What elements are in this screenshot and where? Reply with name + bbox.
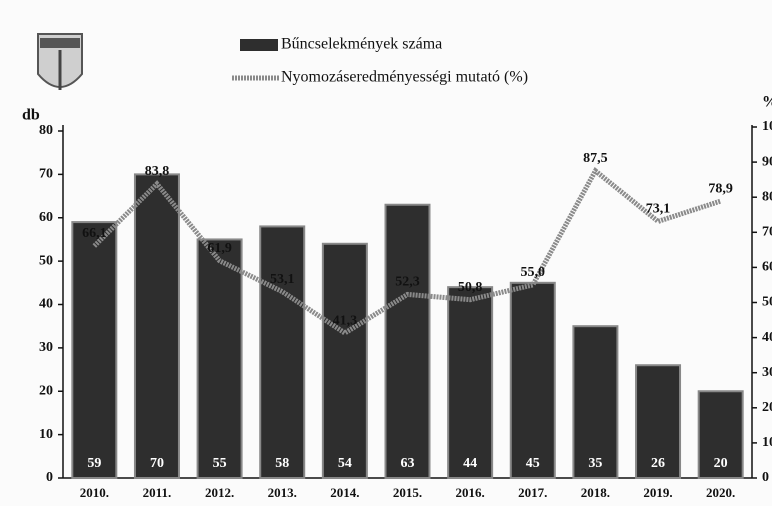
y2-tick-label: 60 (762, 260, 772, 275)
bar-value-label: 35 (588, 456, 602, 471)
line-value-label: 53,1 (270, 272, 295, 287)
y-tick-label: 60 (39, 210, 53, 225)
line-value-label: 73,1 (646, 202, 671, 217)
y2-tick-label: 40 (762, 330, 772, 345)
bar (71, 221, 118, 479)
legend-swatch (240, 39, 278, 51)
y2-tick-label: 0 (762, 470, 769, 485)
bar (697, 390, 744, 479)
bar (133, 173, 180, 479)
bar (509, 281, 556, 479)
bar-value-label: 58 (275, 456, 289, 471)
y-tick-label: 70 (39, 167, 53, 182)
bar-value-label: 55 (213, 456, 227, 471)
line (92, 167, 722, 337)
bar-value-label: 26 (651, 456, 665, 471)
x-tick-label: 2010. (80, 485, 109, 500)
x-tick-label: 2020. (706, 485, 735, 500)
line-value-label: 83,8 (145, 164, 170, 179)
x-tick-label: 2018. (581, 485, 610, 500)
y-tick-label: 30 (39, 340, 53, 355)
line-value-label: 50,8 (458, 280, 483, 295)
y-axis-label: db (22, 107, 40, 124)
x-tick-label: 2013. (268, 485, 297, 500)
y-tick-label: 0 (46, 470, 53, 485)
legend-label: Bűncselekmények száma (281, 36, 442, 53)
y-tick-label: 80 (39, 123, 53, 138)
bar (321, 242, 368, 479)
x-tick-label: 2015. (393, 485, 422, 500)
x-tick-label: 2012. (205, 485, 234, 500)
bar (572, 325, 619, 479)
bar-value-label: 59 (87, 456, 101, 471)
y-tick-label: 20 (39, 383, 53, 398)
line-value-label: 78,9 (708, 181, 733, 196)
y2-tick-label: 20 (762, 400, 772, 415)
legend-label: Nyomozáseredményességi mutató (%) (281, 69, 528, 86)
bar (447, 286, 494, 479)
y2-tick-label: 100 (762, 119, 772, 134)
line-value-label: 55,0 (521, 265, 546, 280)
y2-tick-label: 30 (762, 365, 772, 380)
y-tick-label: 40 (39, 297, 53, 312)
x-tick-label: 2011. (143, 485, 172, 500)
y2-tick-label: 70 (762, 225, 772, 240)
x-tick-label: 2017. (518, 485, 547, 500)
emblem (37, 33, 83, 90)
bar-value-label: 45 (526, 456, 540, 471)
y2-tick-label: 50 (762, 295, 772, 310)
x-tick-label: 2019. (643, 485, 672, 500)
y-tick-label: 50 (39, 253, 53, 268)
x-tick-label: 2016. (456, 485, 485, 500)
bar (384, 203, 431, 480)
bar (635, 364, 682, 480)
y2-axis-label: % (762, 94, 772, 111)
bar-value-label: 44 (463, 456, 477, 471)
line-value-label: 66,1 (82, 226, 107, 241)
bar-value-label: 63 (401, 456, 415, 471)
line-value-label: 87,5 (583, 151, 608, 166)
bar (196, 238, 243, 479)
line-value-label: 52,3 (395, 275, 420, 290)
bar-value-label: 20 (714, 456, 728, 471)
line-value-label: 41,3 (333, 313, 358, 328)
y-tick-label: 10 (39, 427, 53, 442)
bar-value-label: 54 (338, 456, 352, 471)
y2-tick-label: 90 (762, 154, 772, 169)
y2-tick-label: 80 (762, 189, 772, 204)
bar (259, 225, 306, 479)
line-value-label: 61,9 (207, 241, 232, 256)
x-tick-label: 2014. (330, 485, 359, 500)
y2-tick-label: 10 (762, 435, 772, 450)
bar-value-label: 70 (150, 456, 164, 471)
